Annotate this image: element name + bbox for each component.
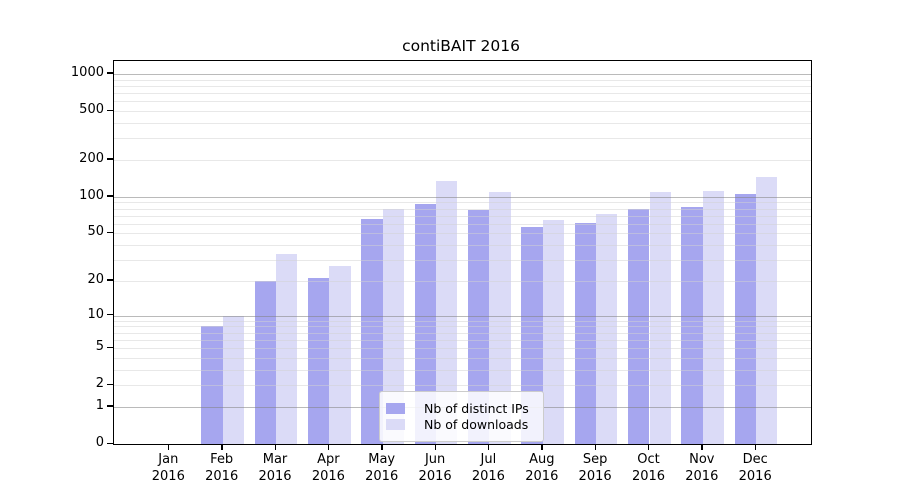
bar-downloads-feb	[222, 315, 245, 444]
bar-distinct-ips-feb	[201, 326, 223, 444]
legend-label-downloads: Nb of downloads	[424, 417, 529, 432]
chart-title: contiBAIT 2016	[402, 37, 520, 55]
x-tick-mark	[434, 445, 436, 450]
plot-area	[113, 60, 812, 445]
x-tick-mark	[754, 445, 757, 450]
bar-distinct-ips-nov	[681, 206, 703, 444]
bar-distinct-ips-aug	[521, 226, 543, 444]
legend-swatch-downloads	[386, 419, 405, 430]
x-tick-label-dec: Dec 2016	[738, 452, 772, 484]
bar-downloads-jul	[489, 191, 511, 444]
bar-distinct-ips-sep	[574, 222, 597, 444]
x-tick-mark	[487, 445, 490, 450]
y-tick-label-10: 10	[87, 306, 104, 322]
x-tick-label-oct: Oct 2016	[631, 452, 666, 484]
y-tick-mark	[107, 195, 113, 197]
bar-distinct-ips-may	[361, 218, 383, 444]
x-tick-mark	[327, 445, 330, 450]
x-tick-label-apr: Apr 2016	[311, 452, 345, 484]
y-tick-mark	[107, 442, 113, 444]
bar-distinct-ips-jun	[414, 203, 437, 444]
y-tick-label-1000: 1000	[70, 64, 104, 80]
x-tick-label-mar: Mar 2016	[258, 452, 292, 484]
x-tick-mark	[167, 445, 170, 450]
y-tick-label-20: 20	[87, 271, 104, 287]
y-tick-mark	[107, 405, 113, 407]
x-tick-mark	[594, 445, 596, 450]
x-tick-mark	[541, 445, 543, 450]
y-tick-label-50: 50	[87, 224, 104, 240]
x-tick-label-feb: Feb 2016	[205, 452, 239, 484]
legend: Nb of distinct IPs Nb of downloads	[379, 391, 544, 442]
legend-item-distinct-ips: Nb of distinct IPs	[386, 401, 533, 416]
x-tick-label-aug: Aug 2016	[525, 452, 559, 484]
bar-downloads-jun	[436, 181, 458, 444]
bar-distinct-ips-apr	[308, 278, 330, 444]
y-tick-mark	[107, 346, 113, 348]
y-tick-mark	[107, 279, 113, 281]
bar-downloads-aug	[542, 219, 565, 444]
x-tick-mark	[701, 445, 703, 450]
x-tick-mark	[648, 445, 650, 450]
x-tick-label-nov: Nov 2016	[685, 452, 719, 484]
x-tick-mark	[381, 445, 383, 450]
x-tick-mark	[274, 445, 276, 450]
x-tick-label-sep: Sep 2016	[578, 452, 612, 484]
y-tick-mark	[107, 72, 113, 74]
x-tick-mark	[221, 445, 223, 450]
bar-downloads-mar	[276, 253, 298, 444]
y-tick-mark	[107, 314, 113, 316]
y-tick-mark	[107, 158, 113, 160]
y-tick-mark	[107, 383, 113, 385]
bar-distinct-ips-mar	[254, 280, 276, 444]
bar-downloads-apr	[329, 265, 351, 444]
bar-distinct-ips-oct	[628, 208, 650, 444]
x-tick-label-jun: Jun 2016	[418, 452, 452, 484]
legend-item-downloads: Nb of downloads	[386, 417, 533, 432]
bar-downloads-dec	[756, 176, 778, 444]
y-tick-label-0: 0	[95, 435, 104, 450]
legend-swatch-distinct-ips	[386, 402, 405, 414]
bar-distinct-ips-dec	[734, 194, 757, 444]
bars-layer	[114, 61, 811, 444]
y-tick-label-1: 1	[95, 397, 104, 413]
bar-downloads-oct	[649, 191, 671, 444]
x-tick-label-jan: Jan 2016	[151, 452, 185, 484]
bar-downloads-nov	[702, 190, 725, 444]
y-tick-label-200: 200	[79, 150, 104, 166]
x-tick-label-jul: Jul 2016	[471, 452, 505, 484]
legend-label-distinct-ips: Nb of distinct IPs	[424, 400, 529, 416]
y-tick-label-500: 500	[79, 102, 104, 117]
y-tick-label-100: 100	[79, 187, 104, 203]
x-tick-label-may: May 2016	[365, 452, 399, 484]
y-tick-mark	[107, 109, 113, 111]
y-tick-mark	[107, 231, 113, 234]
y-tick-label-2: 2	[95, 376, 104, 392]
bar-downloads-sep	[596, 214, 618, 444]
y-tick-label-5: 5	[95, 339, 104, 354]
